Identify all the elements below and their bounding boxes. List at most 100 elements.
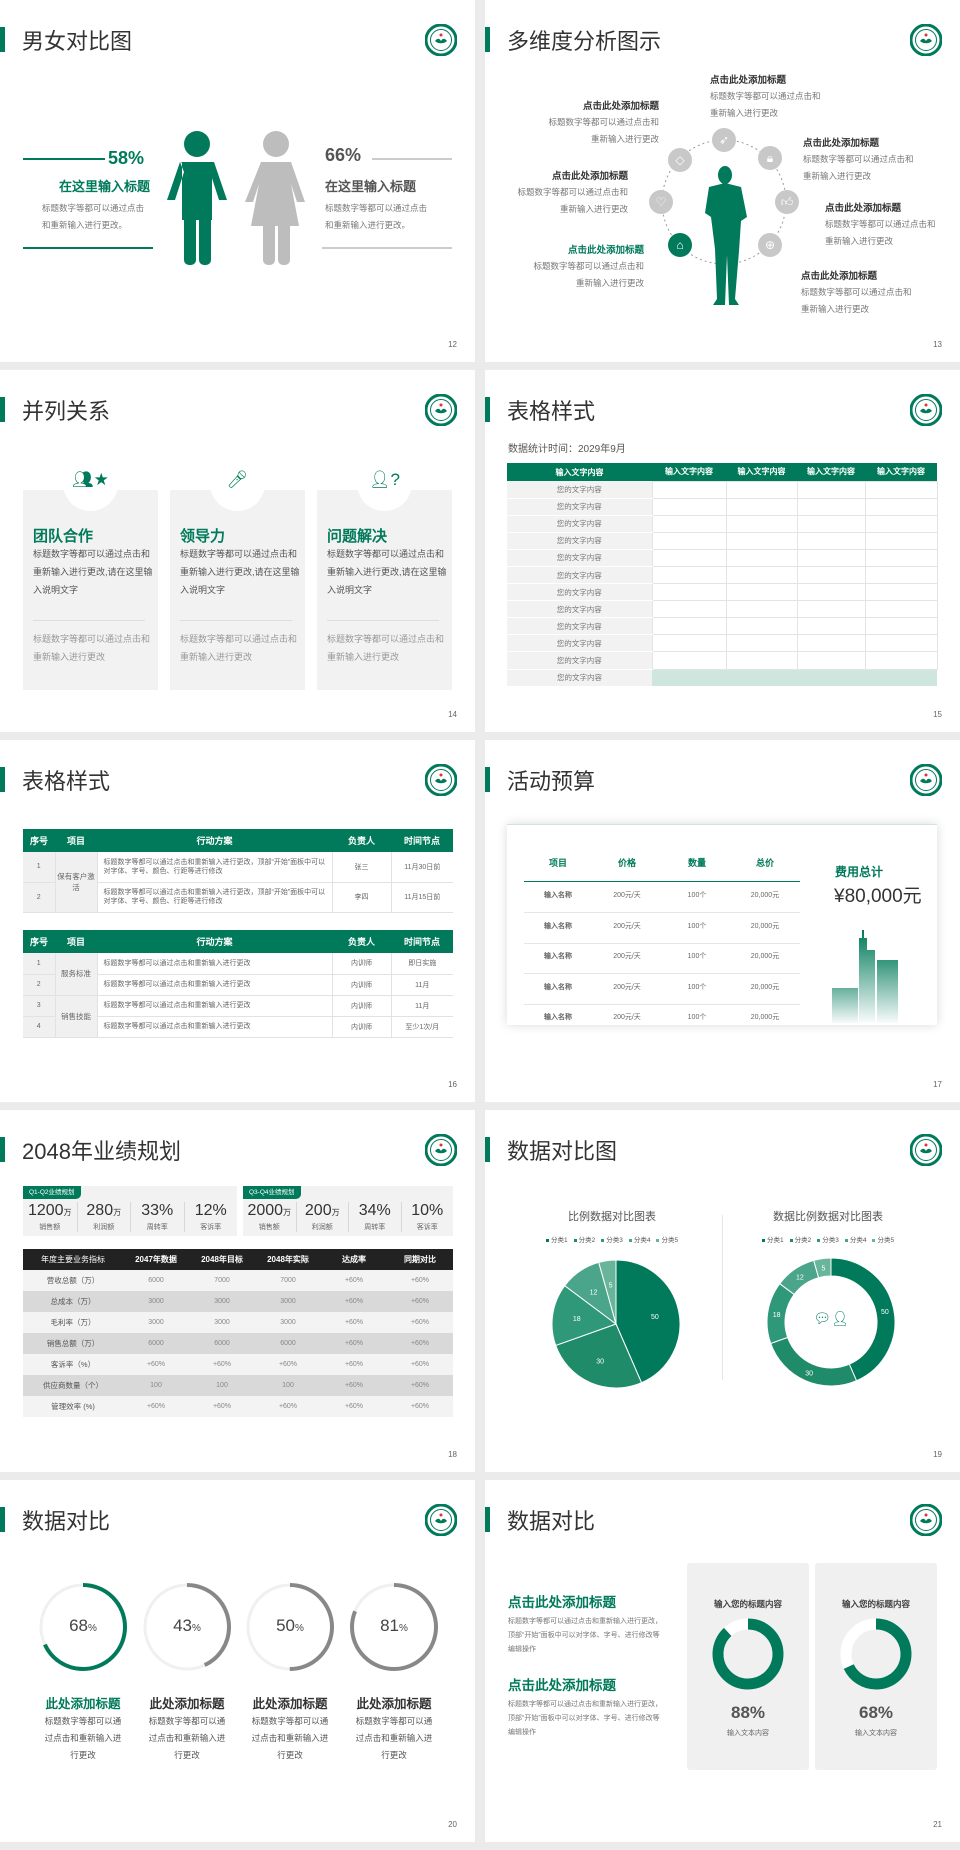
block-description: 标题数字等都可以通过点击和重新输入进行更改，顶部“开始”面板中可以对字体、字号、… bbox=[508, 1618, 662, 1653]
slide-s18[interactable]: 2048年业绩规划 18 Q1-Q2业绩规划 1200万 销售额 280万 利润额 33% 周转… bbox=[0, 1110, 475, 1472]
slide-s15[interactable]: 表格样式 15 数据统计时间：2029年9月 输入文字内容 输入文字内容 输入文字内容 输入… bbox=[485, 370, 960, 732]
kpi-metric: 1200万 销售额 bbox=[23, 1202, 77, 1232]
city-buildings-illustration bbox=[802, 928, 932, 1025]
row-label: 营收总额（万） bbox=[46, 1276, 100, 1285]
table-cell[interactable] bbox=[864, 583, 938, 602]
table-cell[interactable] bbox=[796, 617, 866, 636]
table-header-row: 年度主要业务指标 2047年数据 2048年目标 2048年实际 达成率 同期对比 bbox=[23, 1249, 453, 1270]
table-row: 客诉率（%） +60% +60% +60% +60% +60% bbox=[23, 1354, 453, 1375]
table-cell[interactable] bbox=[725, 514, 798, 533]
card-note: 标题数字等都可以通过点击和重新输入进行更改 bbox=[180, 634, 298, 662]
column-header: 达成率 bbox=[342, 1255, 366, 1264]
column-header: 输入文字内容 bbox=[807, 467, 855, 477]
slide-s21[interactable]: 数据对比 21 点击此处添加标题 标题数字等都可以通过点击和重新输入进行更改，顶部“开… bbox=[485, 1480, 960, 1842]
table-cell[interactable] bbox=[864, 651, 938, 670]
kpi-box: Q1-Q2业绩规划 1200万 销售额 280万 利润额 33% 周转率 12% 客诉率 bbox=[23, 1186, 237, 1236]
slide-s14[interactable]: 并列关系 14 团队合作 标题数字等都可以通过点击和重新输入进行更改,请在这里输入说明… bbox=[0, 370, 475, 732]
page-number: 17 bbox=[933, 1080, 942, 1089]
pie-slice-分类1 bbox=[615, 1259, 681, 1384]
table-cell[interactable] bbox=[651, 531, 727, 550]
table-row: 2 标题数字等都可以通过点击和重新输入进行更改 内训师 11月 bbox=[23, 974, 453, 995]
card-heading: 问题解决 bbox=[327, 528, 388, 545]
chart-legend: 分类1 分类2 分类3 分类4 分类5 bbox=[512, 1234, 712, 1244]
table-cell[interactable] bbox=[864, 497, 938, 516]
table-cell[interactable] bbox=[864, 634, 938, 653]
kpi-label: 利润额 bbox=[93, 1224, 115, 1231]
table-cell[interactable] bbox=[796, 480, 866, 499]
table-cell[interactable] bbox=[796, 651, 866, 670]
table-cell[interactable] bbox=[651, 583, 727, 602]
block-description: 标题数字等都可以通过点击和重新输入进行更改 bbox=[533, 261, 644, 288]
table-cell[interactable] bbox=[796, 634, 866, 653]
pie-slice-分类3 bbox=[551, 1284, 618, 1347]
table-cell[interactable] bbox=[725, 583, 798, 602]
table-row: 您的文字内容 bbox=[507, 617, 938, 636]
table-cell[interactable] bbox=[864, 600, 938, 619]
slide-s13[interactable]: 多维度分析图示 13 ➶ 🔒︎ 👍︎ ⊕ ⌂ ♡ ◇ 点击此处添加标题 标题数字等都可以通过点击和重… bbox=[485, 0, 960, 362]
table-cell[interactable] bbox=[725, 565, 798, 585]
table-cell[interactable] bbox=[864, 548, 938, 567]
merged-cell[interactable] bbox=[652, 669, 937, 687]
table-cell[interactable] bbox=[796, 514, 866, 533]
card-description: 标题数字等都可以通过点击和重新输入进行更改,请在这里输入说明文字 bbox=[180, 549, 300, 595]
table-cell[interactable] bbox=[651, 651, 727, 670]
slide-title: 并列关系 bbox=[22, 399, 111, 424]
table-cell[interactable] bbox=[864, 565, 938, 585]
slide-s20[interactable]: 数据对比 20 68% 此处添加标题 标题数字等都可以通过点击和重新输入进行更改 43% 此… bbox=[0, 1480, 475, 1842]
kpi-number: 1200 bbox=[27, 1202, 64, 1219]
deadline: 即日实施 bbox=[390, 953, 453, 974]
deadline: 11月 bbox=[390, 974, 453, 995]
divider-line bbox=[23, 247, 153, 249]
table-cell[interactable] bbox=[796, 600, 866, 619]
table-cell[interactable] bbox=[796, 497, 866, 516]
table-cell[interactable] bbox=[796, 548, 866, 567]
table-cell[interactable] bbox=[651, 565, 727, 585]
table-cell[interactable] bbox=[651, 600, 727, 619]
table-cell[interactable] bbox=[796, 565, 866, 585]
slide-title: 数据对比图 bbox=[507, 1139, 618, 1164]
table-cell[interactable] bbox=[864, 480, 938, 499]
data-label: 50 bbox=[651, 1314, 659, 1321]
row-label: 您的文字内容 bbox=[507, 669, 652, 687]
table-cell[interactable] bbox=[651, 634, 727, 653]
table-cell[interactable] bbox=[725, 497, 798, 516]
slide-s17[interactable]: 活动预算 17 项目 价格 数量 总价 输入名称 200元/天 100个 20,000元 输入名称 2… bbox=[485, 740, 960, 1102]
column-header: 时间节点 bbox=[403, 937, 440, 947]
table-cell[interactable] bbox=[864, 514, 938, 533]
pie-slice-分类5 bbox=[598, 1259, 617, 1325]
table-cell[interactable] bbox=[651, 514, 727, 533]
table-cell[interactable] bbox=[725, 480, 798, 499]
slide-s12[interactable]: 男女对比图 12 58% 在这里输入标题 标题数字等都可以通过点击和重新输入进行更改。 6… bbox=[0, 0, 475, 362]
column-header: 2048年实际 bbox=[267, 1255, 309, 1264]
table-cell[interactable] bbox=[651, 548, 727, 567]
slide-s16[interactable]: 表格样式 16 序号 项目 行动方案 负责人 时间节点 1 保有客户激活 标题数字等都可以通过点击… bbox=[0, 740, 475, 1102]
column-header: 行动方案 bbox=[196, 937, 233, 947]
table-cell[interactable] bbox=[651, 617, 727, 636]
table-cell[interactable] bbox=[651, 497, 727, 516]
ring-heading: 此处添加标题 bbox=[149, 1697, 225, 1711]
kpi-value: 12% bbox=[185, 1202, 238, 1222]
table-cell[interactable] bbox=[725, 531, 798, 550]
table-cell[interactable] bbox=[796, 531, 866, 550]
block-heading: 点击此处添加标题 bbox=[508, 1678, 616, 1693]
deadline: 11月 bbox=[390, 995, 453, 1016]
title-accent-bar bbox=[485, 1507, 490, 1532]
slide-s19[interactable]: 数据对比图 19 比例数据对比图表 分类1 分类2 分类3 分类4 分类5 50 30 18 12 5 数… bbox=[485, 1110, 960, 1472]
table-cell: 20,000元 bbox=[750, 892, 780, 899]
table-cell[interactable] bbox=[651, 480, 727, 499]
table-cell[interactable] bbox=[864, 531, 938, 550]
legend-swatch bbox=[817, 1238, 821, 1242]
kpi-value: 200万 bbox=[297, 1202, 349, 1222]
text-block: 点击此处添加标题 标题数字等都可以通过点击和重新输入进行更改 bbox=[547, 98, 659, 148]
table-cell[interactable] bbox=[725, 651, 798, 670]
row-label: 您的文字内容 bbox=[507, 617, 652, 636]
table-cell[interactable] bbox=[864, 617, 938, 636]
table-cell: 100 bbox=[216, 1382, 228, 1389]
table-cell[interactable] bbox=[725, 634, 798, 653]
table-cell[interactable] bbox=[725, 548, 798, 567]
table-cell[interactable] bbox=[725, 617, 798, 636]
table-cell[interactable] bbox=[725, 600, 798, 619]
table-cell[interactable] bbox=[796, 583, 866, 602]
kpi-unit: 万 bbox=[331, 1208, 340, 1217]
legend-swatch bbox=[601, 1238, 605, 1242]
